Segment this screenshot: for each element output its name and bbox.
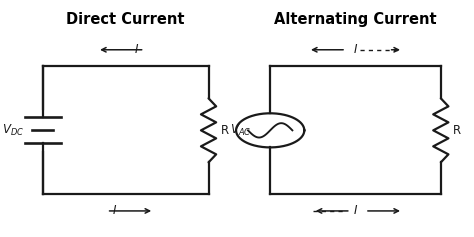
Text: I: I xyxy=(354,205,357,217)
Text: I: I xyxy=(135,43,138,56)
Text: I: I xyxy=(354,43,357,56)
Text: $V_{DC}$: $V_{DC}$ xyxy=(1,123,24,138)
Text: R: R xyxy=(453,124,461,137)
Text: Direct Current: Direct Current xyxy=(66,12,185,27)
Text: $V_{AC}$: $V_{AC}$ xyxy=(230,123,251,138)
Text: Alternating Current: Alternating Current xyxy=(274,12,437,27)
Text: I: I xyxy=(113,205,116,217)
Text: R: R xyxy=(220,124,228,137)
